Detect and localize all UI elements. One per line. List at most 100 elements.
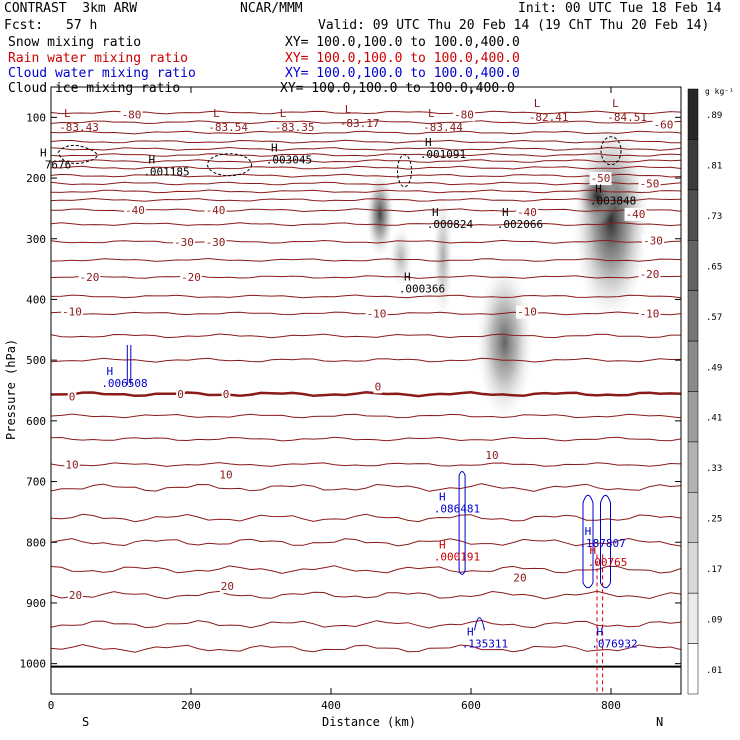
snow-ice-maximum-marker: H bbox=[425, 136, 432, 149]
temperature-contour bbox=[51, 513, 681, 523]
colorbar-swatch bbox=[687, 290, 699, 342]
x-tick-label: 200 bbox=[181, 699, 201, 712]
x-tick-label: 0 bbox=[48, 699, 55, 712]
temperature-label: -10 bbox=[640, 307, 660, 320]
temperature-label: -60 bbox=[654, 119, 674, 132]
label-background bbox=[120, 108, 143, 122]
field-cloudwater-xy: XY= 100.0,100.0 to 100.0,400.0 bbox=[285, 66, 520, 81]
minimum-marker: L bbox=[612, 97, 619, 110]
colorbar-tick-label: .81 bbox=[706, 162, 722, 172]
rain-maximum-marker: H bbox=[439, 539, 446, 552]
colorbar: .89 .81 .73 .65 .57 .49 .41 .33 .25 .17 .09 .01 bbox=[687, 88, 722, 695]
chart-title: CONTRAST 3km ARW bbox=[4, 1, 138, 16]
snow-ice-maximum-value: .003848 bbox=[590, 194, 636, 207]
label-background bbox=[173, 235, 195, 249]
temperature-label: -10 bbox=[62, 306, 82, 319]
minimum-marker: L bbox=[64, 107, 71, 120]
label-background bbox=[638, 307, 661, 321]
colorbar-swatch bbox=[687, 492, 699, 544]
colorbar-tick-label: .25 bbox=[706, 515, 722, 525]
cloud-water-maximum-value: .086481 bbox=[434, 503, 480, 516]
label-background bbox=[67, 390, 77, 404]
temperature-contour bbox=[51, 239, 681, 244]
y-tick-label: 500 bbox=[26, 354, 46, 367]
temperature-contours bbox=[51, 110, 681, 668]
y-tick-label: 800 bbox=[26, 536, 46, 549]
colorbar-tick-label: .01 bbox=[706, 666, 722, 676]
minimum-value: -83.44 bbox=[423, 121, 463, 134]
minimum-marker: L bbox=[280, 107, 287, 120]
x-tick-label: 600 bbox=[461, 699, 481, 712]
temperature-label: -40 bbox=[206, 204, 226, 217]
temperature-label: -30 bbox=[643, 235, 663, 248]
snow-contour bbox=[600, 136, 622, 166]
y-tick-label: 100 bbox=[26, 111, 46, 124]
label-background bbox=[638, 177, 661, 191]
temperature-label: -40 bbox=[626, 208, 646, 221]
field-snow-name: Snow mixing ratio bbox=[8, 35, 142, 50]
temperature-label: -80 bbox=[122, 108, 142, 121]
mixing-ratio-blob bbox=[366, 171, 394, 258]
snow-ice-maximum-marker: H bbox=[40, 146, 47, 159]
temperature-contour bbox=[51, 644, 681, 653]
label-background bbox=[221, 388, 231, 402]
temperature-contour bbox=[51, 391, 681, 398]
snow-ice-maximum-value: .000824 bbox=[427, 218, 474, 231]
temperature-contour bbox=[51, 294, 681, 299]
minimum-value: -83.35 bbox=[275, 121, 315, 134]
temperature-label: 0 bbox=[69, 391, 76, 404]
field-rain-xy: XY= 100.0,100.0 to 100.0,400.0 bbox=[285, 51, 520, 66]
rain-maximum-marker: H bbox=[590, 544, 597, 557]
minimum-marker: L bbox=[534, 97, 541, 110]
colorbar-tick-label: .09 bbox=[706, 615, 722, 625]
snow-ice-maximum-value: 7676 bbox=[45, 158, 72, 171]
temperature-contour bbox=[51, 130, 681, 135]
y-tick-label: 200 bbox=[26, 172, 46, 185]
temperature-label: -30 bbox=[206, 236, 226, 249]
cloud-water-maximum-marker: H bbox=[439, 491, 446, 504]
label-background bbox=[204, 235, 227, 249]
temperature-label: -40 bbox=[517, 206, 537, 219]
temperature-contour bbox=[51, 208, 681, 213]
snow-ice-maximum-marker: H bbox=[432, 206, 439, 219]
minimum-value: -84.51 bbox=[607, 111, 647, 124]
label-background bbox=[78, 270, 101, 284]
plot-frame bbox=[50, 86, 682, 695]
colorbar-tick-label: .49 bbox=[706, 363, 722, 373]
colorbar-unit: g kg⁻¹ bbox=[705, 87, 734, 96]
cloud-water-maximum-value: .076932 bbox=[591, 637, 637, 650]
snow-contour bbox=[207, 153, 252, 177]
minimum-marker: L bbox=[428, 107, 435, 120]
y-tick-label: 700 bbox=[26, 476, 46, 489]
label-background bbox=[453, 108, 475, 122]
contour-labels: -80 -80 -60 -50 -50 -40 -40 -40 -40 -30 -30 -30 -20 -… bbox=[40, 97, 675, 650]
colorbar-swatch bbox=[687, 139, 699, 191]
temperature-contour bbox=[51, 436, 681, 442]
snow-ice-maximum-value: .001091 bbox=[420, 148, 466, 161]
label-background bbox=[218, 468, 234, 482]
mixing-ratio-blob bbox=[476, 263, 533, 421]
temperature-contour bbox=[51, 537, 681, 547]
cloud-water-contour bbox=[126, 344, 132, 385]
label-background bbox=[124, 204, 146, 218]
temperature-label: -20 bbox=[640, 268, 660, 281]
temperature-contour bbox=[51, 110, 681, 115]
colorbar-tick-label: .41 bbox=[706, 414, 722, 424]
x-tick-label: 800 bbox=[601, 699, 621, 712]
temperature-label: -20 bbox=[80, 271, 100, 284]
field-cloudice-name: Cloud ice mixing ratio bbox=[8, 81, 181, 96]
temperature-label: -50 bbox=[591, 172, 611, 185]
cloud-water-contour bbox=[474, 617, 485, 631]
temperature-label: -50 bbox=[640, 178, 660, 191]
colorbar-swatch bbox=[687, 441, 699, 493]
temperature-label: -10 bbox=[367, 307, 387, 320]
colorbar-tick-label: .65 bbox=[706, 262, 722, 272]
field-snow-xy: XY= 100.0,100.0 to 100.0,400.0 bbox=[285, 35, 520, 50]
label-background bbox=[642, 234, 664, 248]
cloud-water-maximum-marker: H bbox=[585, 525, 592, 538]
snow-ice-maximum-value: .003045 bbox=[266, 154, 312, 167]
snow-contour bbox=[57, 144, 98, 164]
snow-ice-maximum-marker: H bbox=[404, 270, 411, 283]
center-label: NCAR/MMM bbox=[240, 1, 303, 16]
temperature-contour bbox=[51, 257, 681, 262]
